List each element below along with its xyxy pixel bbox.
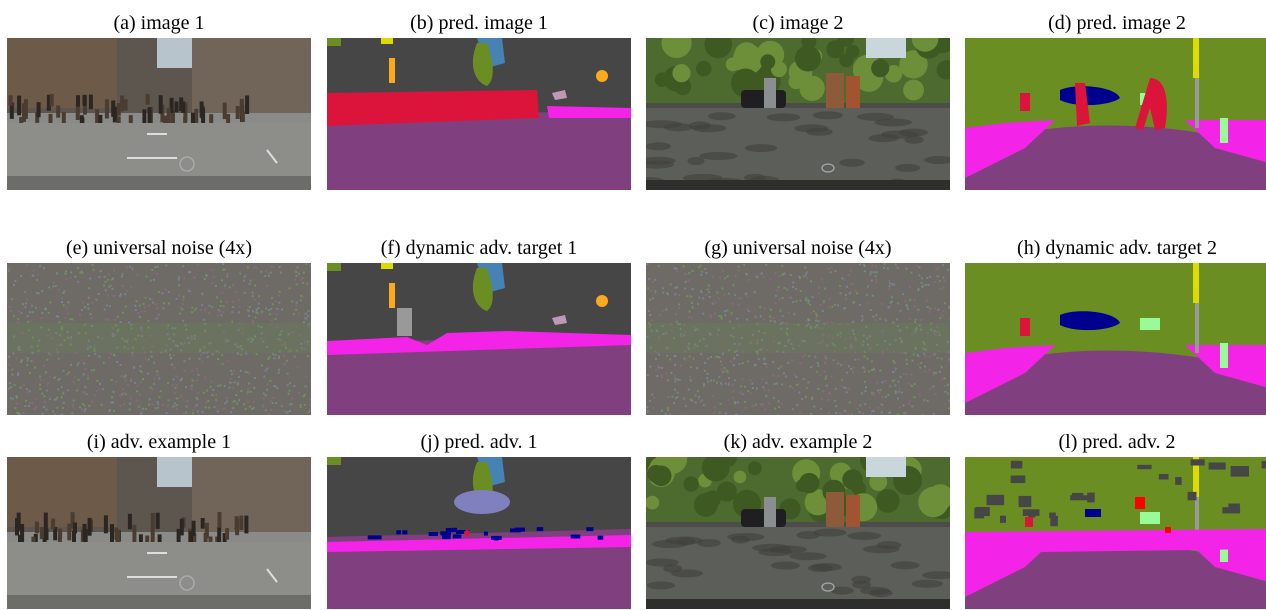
image-f-target (327, 263, 631, 415)
image-j-adv-segmentation (327, 457, 631, 609)
image-e-noise (7, 263, 311, 415)
image-b-segmentation (327, 38, 631, 190)
caption-j: (j) pred. adv. 1 (420, 431, 538, 453)
image-d-segmentation (965, 38, 1266, 190)
caption-l: (l) pred. adv. 2 (1058, 431, 1176, 453)
caption-b: (b) pred. image 1 (410, 12, 548, 34)
image-i-adv-photo (7, 457, 311, 609)
image-a-photo (7, 38, 311, 190)
caption-f: (f) dynamic adv. target 1 (380, 237, 578, 259)
caption-g: (g) universal noise (4x) (704, 237, 892, 259)
caption-a: (a) image 1 (113, 12, 205, 34)
image-g-noise (646, 263, 950, 415)
caption-c: (c) image 2 (752, 12, 844, 34)
image-l-adv-segmentation (965, 457, 1266, 609)
caption-k: (k) adv. example 2 (723, 431, 873, 453)
image-c-photo (646, 38, 950, 190)
image-h-target (965, 263, 1266, 415)
caption-d: (d) pred. image 2 (1048, 12, 1186, 34)
image-k-adv-photo (646, 457, 950, 609)
caption-e: (e) universal noise (4x) (65, 237, 253, 259)
caption-i: (i) adv. example 1 (86, 431, 232, 453)
caption-h: (h) dynamic adv. target 2 (1017, 237, 1217, 259)
